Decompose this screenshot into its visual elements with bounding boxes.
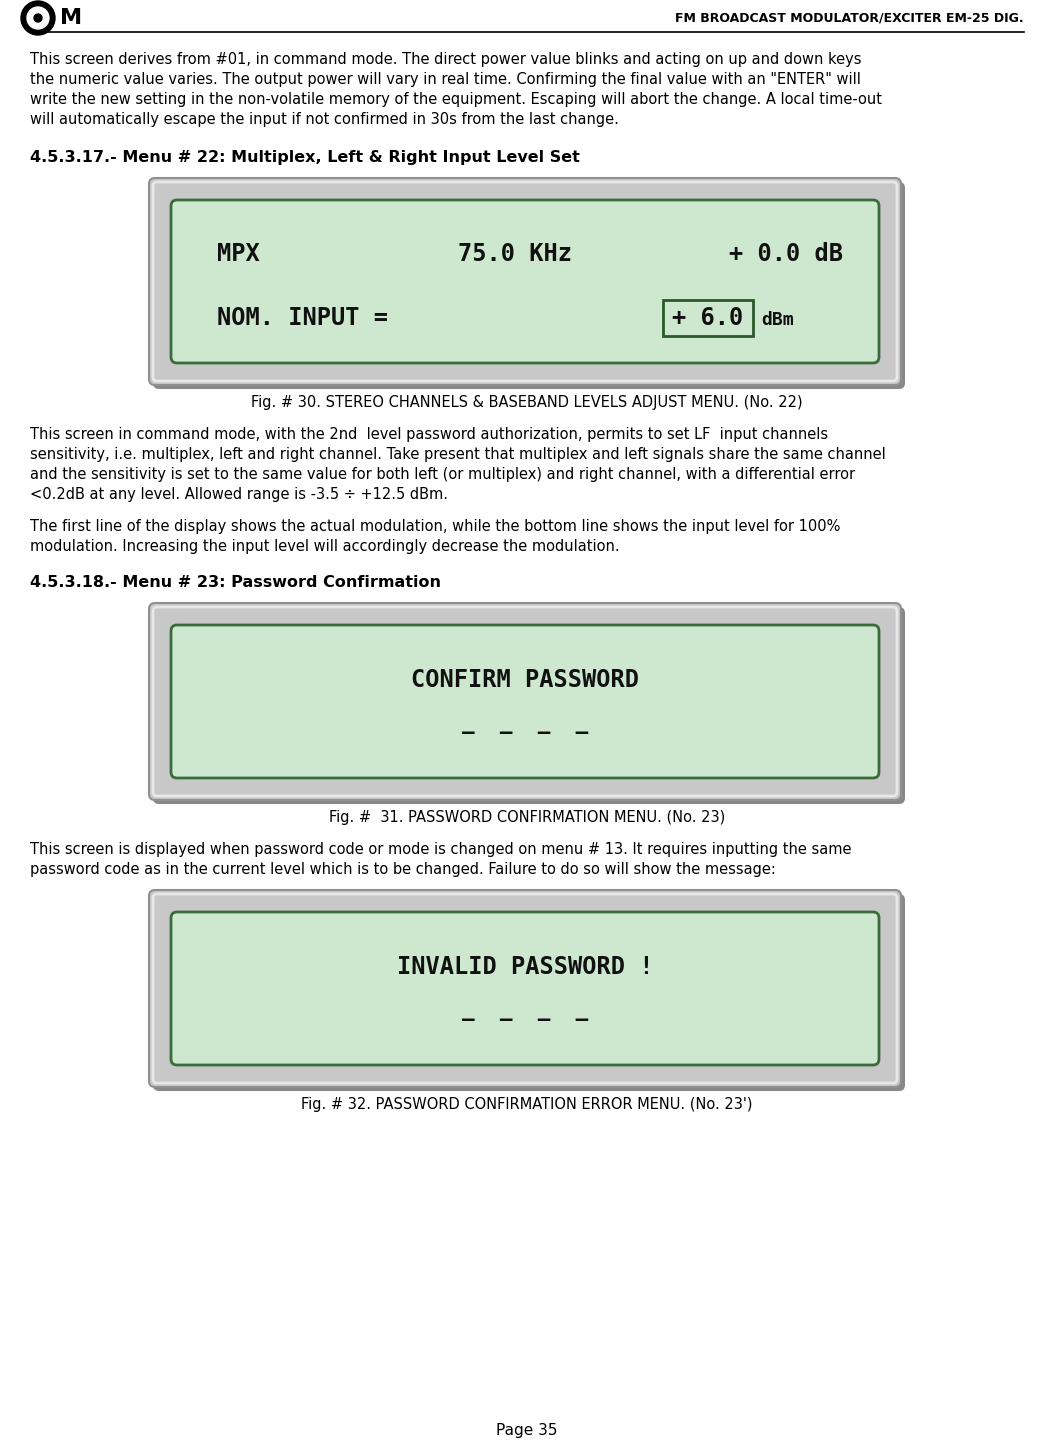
Text: 4.5.3.17.- Menu # 22: Multiplex, Left & Right Input Level Set: 4.5.3.17.- Menu # 22: Multiplex, Left & … — [30, 150, 580, 164]
Text: —  —  —  —: — — — — — [462, 1009, 588, 1029]
Text: This screen in command mode, with the 2nd  level password authorization, permits: This screen in command mode, with the 2n… — [30, 427, 828, 442]
Text: + 6.0: + 6.0 — [672, 305, 744, 330]
Text: This screen derives from #01, in command mode. The direct power value blinks and: This screen derives from #01, in command… — [30, 52, 861, 67]
Text: Page 35: Page 35 — [496, 1422, 558, 1438]
FancyBboxPatch shape — [153, 606, 905, 804]
Text: <0.2dB at any level. Allowed range is -3.5 ÷ +12.5 dBm.: <0.2dB at any level. Allowed range is -3… — [30, 487, 448, 502]
Text: FM BROADCAST MODULATOR/EXCITER EM-25 DIG.: FM BROADCAST MODULATOR/EXCITER EM-25 DIG… — [676, 12, 1024, 25]
Text: —  —  —  —: — — — — — [462, 723, 588, 743]
FancyBboxPatch shape — [171, 912, 879, 1064]
Text: write the new setting in the non-volatile memory of the equipment. Escaping will: write the new setting in the non-volatil… — [30, 92, 882, 108]
Text: CONFIRM PASSWORD: CONFIRM PASSWORD — [411, 669, 639, 692]
FancyBboxPatch shape — [153, 894, 905, 1090]
Text: password code as in the current level which is to be changed. Failure to do so w: password code as in the current level wh… — [30, 862, 776, 877]
Text: 4.5.3.18.- Menu # 23: Password Confirmation: 4.5.3.18.- Menu # 23: Password Confirmat… — [30, 574, 441, 590]
FancyBboxPatch shape — [171, 201, 879, 364]
Text: dBm: dBm — [761, 311, 794, 329]
Circle shape — [34, 15, 42, 22]
FancyBboxPatch shape — [149, 890, 901, 1088]
Text: INVALID PASSWORD !: INVALID PASSWORD ! — [396, 955, 653, 980]
Text: and the sensitivity is set to the same value for both left (or multiplex) and ri: and the sensitivity is set to the same v… — [30, 467, 855, 481]
Text: This screen is displayed when password code or mode is changed on menu # 13. It : This screen is displayed when password c… — [30, 842, 852, 856]
Bar — [663, 300, 753, 336]
Circle shape — [21, 1, 55, 35]
Text: MPX: MPX — [217, 243, 259, 266]
Text: M: M — [60, 9, 82, 28]
FancyBboxPatch shape — [153, 182, 905, 390]
Text: Fig. # 30. STEREO CHANNELS & BASEBAND LEVELS ADJUST MENU. (No. 22): Fig. # 30. STEREO CHANNELS & BASEBAND LE… — [251, 395, 803, 410]
Text: + 0.0 dB: + 0.0 dB — [729, 243, 843, 266]
Text: the numeric value varies. The output power will vary in real time. Confirming th: the numeric value varies. The output pow… — [30, 73, 861, 87]
Text: modulation. Increasing the input level will accordingly decrease the modulation.: modulation. Increasing the input level w… — [30, 539, 620, 554]
Circle shape — [27, 7, 48, 29]
Text: Fig. # 32. PASSWORD CONFIRMATION ERROR MENU. (No. 23'): Fig. # 32. PASSWORD CONFIRMATION ERROR M… — [301, 1096, 753, 1112]
FancyBboxPatch shape — [149, 603, 901, 800]
FancyBboxPatch shape — [149, 177, 901, 385]
FancyBboxPatch shape — [171, 625, 879, 778]
Text: sensitivity, i.e. multiplex, left and right channel. Take present that multiplex: sensitivity, i.e. multiplex, left and ri… — [30, 446, 885, 462]
Text: will automatically escape the input if not confirmed in 30s from the last change: will automatically escape the input if n… — [30, 112, 619, 126]
Text: Fig. #  31. PASSWORD CONFIRMATION MENU. (No. 23): Fig. # 31. PASSWORD CONFIRMATION MENU. (… — [329, 810, 725, 824]
Text: The first line of the display shows the actual modulation, while the bottom line: The first line of the display shows the … — [30, 519, 840, 534]
Text: NOM. INPUT =: NOM. INPUT = — [217, 305, 388, 330]
Text: 75.0 KHz: 75.0 KHz — [458, 243, 572, 266]
